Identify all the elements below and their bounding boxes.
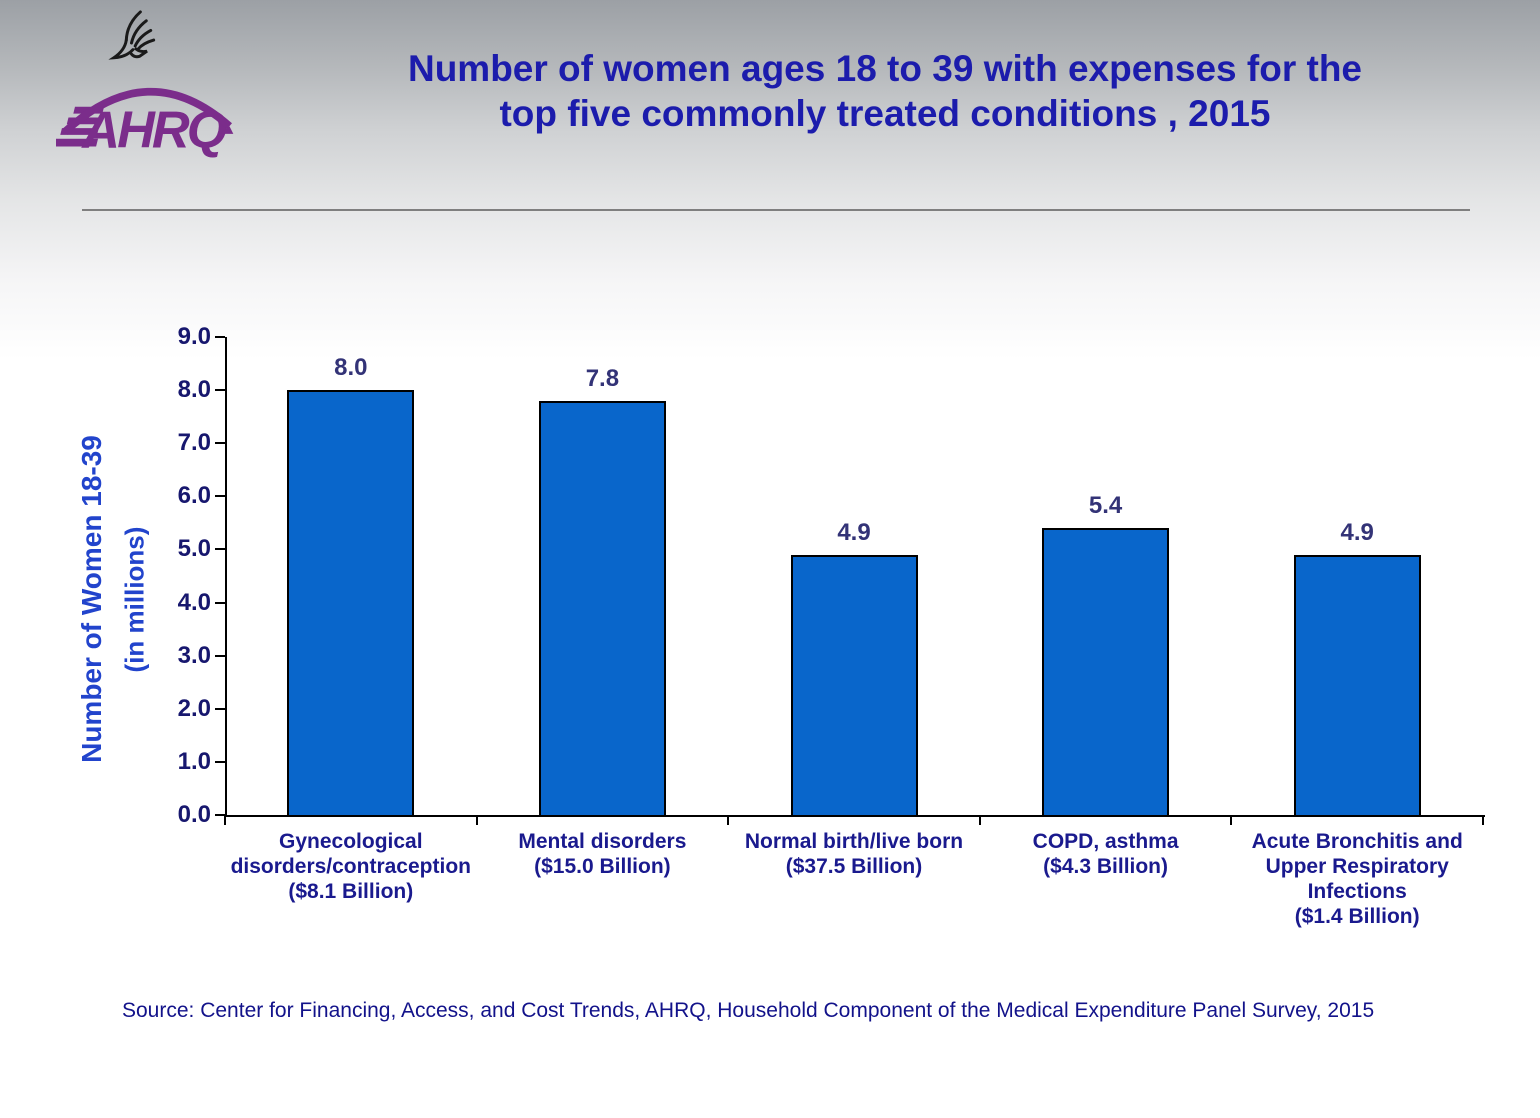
x-axis-tick [224,816,226,825]
y-axis-title: Number of Women 18-39 [76,435,107,763]
bar-value-label: 7.8 [585,364,620,392]
y-axis-tick-label: 2.0 [177,694,211,722]
bar [1042,528,1170,817]
bar [538,400,666,817]
x-axis-tick [727,816,730,825]
y-axis-tick [215,654,225,657]
header-divider [82,209,1470,212]
x-axis-tick [475,816,478,825]
x-axis-tick [1482,816,1484,825]
y-axis-tick-label: 6.0 [177,482,211,510]
y-axis-tick [215,442,225,445]
bar-value-label: 5.4 [1088,492,1123,520]
source-text: Source: Center for Financing, Access, an… [122,999,1375,1022]
page-title-line2: top five commonly treated conditions , 2… [499,93,1271,135]
y-axis-tick [215,548,225,551]
hhs-eagle-icon [108,10,156,60]
y-axis-tick-label: 4.0 [177,588,211,616]
category-label: Acute Bronchitis and Upper Respiratory I… [1251,830,1463,928]
x-axis-tick [1230,816,1233,825]
bar-value-label: 8.0 [334,354,368,382]
y-axis-tick [215,495,225,498]
y-axis-tick-label: 7.0 [177,429,211,457]
ahrq-logo: AHRQ [56,87,234,159]
category-label: Mental disorders ($15.0 Billion) [518,830,687,878]
y-axis-tick-label: 3.0 [177,641,211,669]
bar [287,390,415,817]
category-label: Gynecological disorders/contraception ($… [230,830,471,903]
y-axis-tick [215,760,225,763]
y-axis-tick-label: 0.0 [177,801,211,828]
bar-value-label: 4.9 [837,518,871,546]
bar [790,554,918,817]
category-label: Normal birth/live born ($37.5 Billion) [744,830,964,878]
x-axis-tick [978,816,981,825]
y-axis-tick-label: 5.0 [177,535,211,563]
y-axis-tick-label: 1.0 [177,747,211,775]
bar-value-label: 4.9 [1340,518,1374,546]
page-title: Number of women ages 18 to 39 with expen… [280,46,1490,136]
y-axis-tick [215,336,225,338]
y-axis-tick-label: 8.0 [177,376,211,404]
y-axis-tick [215,389,225,392]
bar [1293,554,1421,817]
y-axis-tick [215,601,225,604]
y-axis-tick [215,707,225,710]
y-axis-tick-label: 9.0 [177,323,211,350]
y-axis-tick [215,814,225,816]
category-label: COPD, asthma ($4.3 Billion) [1032,830,1179,878]
page-title-line1: Number of women ages 18 to 39 with expen… [407,48,1362,89]
